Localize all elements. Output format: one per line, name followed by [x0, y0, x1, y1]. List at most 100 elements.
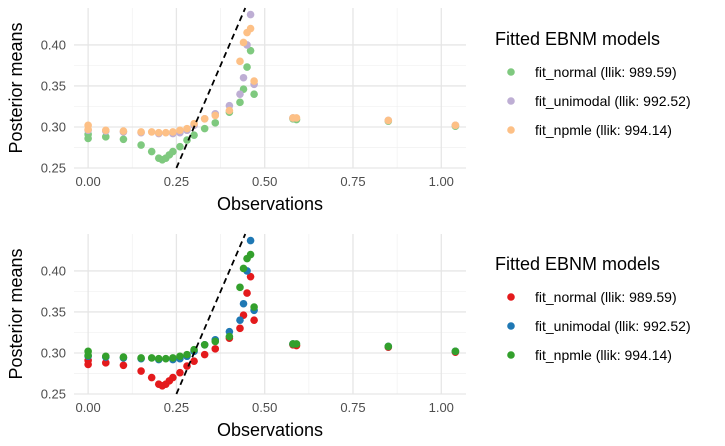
data-point-series-1 — [250, 90, 258, 98]
data-point-series-3 — [101, 126, 110, 135]
y-tick-label: 0.30 — [41, 345, 66, 360]
data-point-series-3 — [147, 128, 156, 136]
data-point-series-3 — [246, 24, 255, 33]
x-tick-label: 0.00 — [75, 174, 100, 189]
data-point-series-3 — [137, 128, 145, 136]
data-point-series-1 — [190, 131, 198, 139]
x-tick-label: 1.00 — [429, 400, 454, 415]
data-point-series-3 — [292, 340, 301, 348]
data-point-series-2 — [236, 90, 244, 98]
data-point-series-1 — [250, 316, 258, 324]
data-point-series-3 — [292, 114, 301, 122]
y-tick-label: 0.25 — [41, 161, 66, 176]
data-point-series-2 — [239, 299, 248, 308]
x-tick-label: 1.00 — [429, 174, 454, 189]
data-point-series-3 — [169, 128, 177, 136]
legend: Fitted EBNM models fit_normal (llik: 989.… — [495, 254, 691, 363]
x-tick-label: 0.75 — [340, 400, 365, 415]
data-point-series-1 — [243, 289, 251, 297]
data-point-series-3 — [154, 128, 163, 137]
data-point-series-1 — [169, 147, 177, 156]
legend: Fitted EBNM models fit_normal (llik: 989.… — [495, 29, 691, 138]
legend-key-series-2 — [507, 322, 515, 330]
x-tick-label: 0.25 — [164, 174, 189, 189]
legend-key-series-2 — [507, 97, 515, 105]
x-tick-label: 0.00 — [75, 400, 100, 415]
data-point-series-3 — [451, 347, 460, 356]
data-point-series-3 — [169, 354, 177, 362]
data-point-series-2 — [239, 73, 248, 82]
y-axis-title: Posterior means — [6, 22, 26, 153]
data-point-series-1 — [101, 133, 110, 141]
data-point-series-1 — [176, 368, 184, 377]
data-point-series-1 — [236, 324, 244, 333]
data-point-series-2 — [236, 316, 244, 324]
reference-line — [175, 7, 247, 169]
data-point-series-3 — [225, 106, 234, 115]
chart-panel-2: 0.00 0.25 0.50 0.75 1.00 0.25 0.30 0.35 0.40 Obse… — [6, 233, 691, 440]
data-point-series-1 — [147, 373, 156, 382]
data-point-series-1 — [147, 147, 156, 156]
data-point-series-3 — [451, 121, 460, 130]
data-point-series-1 — [119, 135, 128, 144]
legend-label-series-3: fit_npmle (llik: 994.14) — [535, 347, 672, 363]
reference-line — [175, 233, 247, 395]
data-point-series-3 — [183, 350, 191, 359]
data-point-series-1 — [176, 142, 184, 151]
data-point-series-3 — [250, 303, 258, 311]
data-point-series-2 — [246, 10, 255, 19]
x-tick-label: 0.50 — [252, 400, 277, 415]
x-tick-label: 0.50 — [252, 174, 277, 189]
data-point-series-3 — [84, 121, 92, 130]
data-point-series-3 — [236, 57, 244, 66]
data-point-series-1 — [211, 119, 220, 127]
data-point-series-3 — [154, 354, 163, 363]
y-tick-label: 0.35 — [41, 304, 66, 319]
x-axis-title: Observations — [217, 194, 323, 214]
data-point-series-3 — [176, 126, 184, 135]
data-point-series-1 — [137, 367, 145, 375]
data-point-series-3 — [200, 340, 209, 349]
x-axis-title: Observations — [217, 420, 323, 440]
data-point-series-3 — [84, 347, 92, 356]
data-point-series-3 — [211, 337, 220, 346]
legend-label-series-1: fit_normal (llik: 989.59) — [535, 289, 677, 305]
y-axis-title: Posterior means — [6, 248, 26, 379]
data-point-series-1 — [246, 46, 255, 55]
chart-panel-1: 0.00 0.25 0.50 0.75 1.00 0.25 0.30 0.35 0.40 Obse… — [6, 7, 691, 214]
y-tick-label: 0.40 — [41, 263, 66, 278]
x-tick-label: 0.75 — [340, 174, 365, 189]
data-point-series-3 — [183, 124, 191, 133]
data-point-series-3 — [225, 332, 234, 341]
data-point-series-3 — [137, 354, 145, 362]
data-point-series-3 — [239, 264, 248, 273]
data-point-series-1 — [169, 373, 177, 382]
data-point-series-3 — [101, 352, 110, 361]
data-point-series-1 — [200, 124, 209, 133]
data-point-series-1 — [119, 361, 128, 370]
data-point-series-3 — [147, 354, 156, 362]
data-point-series-3 — [162, 128, 170, 137]
legend-title: Fitted EBNM models — [495, 29, 660, 49]
legend-label-series-3: fit_npmle (llik: 994.14) — [535, 122, 672, 138]
data-point-series-1 — [246, 272, 255, 281]
data-point-series-3 — [384, 116, 393, 125]
x-tick-label: 0.25 — [164, 400, 189, 415]
y-tick-label: 0.25 — [41, 387, 66, 402]
data-point-series-2 — [246, 236, 255, 245]
y-tick-label: 0.35 — [41, 78, 66, 93]
data-point-series-3 — [162, 354, 170, 363]
legend-label-series-2: fit_unimodal (llik: 992.52) — [535, 318, 691, 334]
y-tick-label: 0.40 — [41, 37, 66, 52]
data-point-series-3 — [239, 38, 248, 47]
data-point-series-1 — [236, 98, 244, 107]
data-point-series-3 — [250, 77, 258, 85]
data-point-series-3 — [200, 114, 209, 123]
y-tick-label: 0.30 — [41, 119, 66, 134]
data-point-series-1 — [101, 359, 110, 367]
data-point-series-1 — [243, 63, 251, 71]
legend-key-series-3 — [507, 126, 515, 134]
data-point-series-3 — [119, 127, 128, 135]
legend-label-series-1: fit_normal (llik: 989.59) — [535, 64, 677, 80]
